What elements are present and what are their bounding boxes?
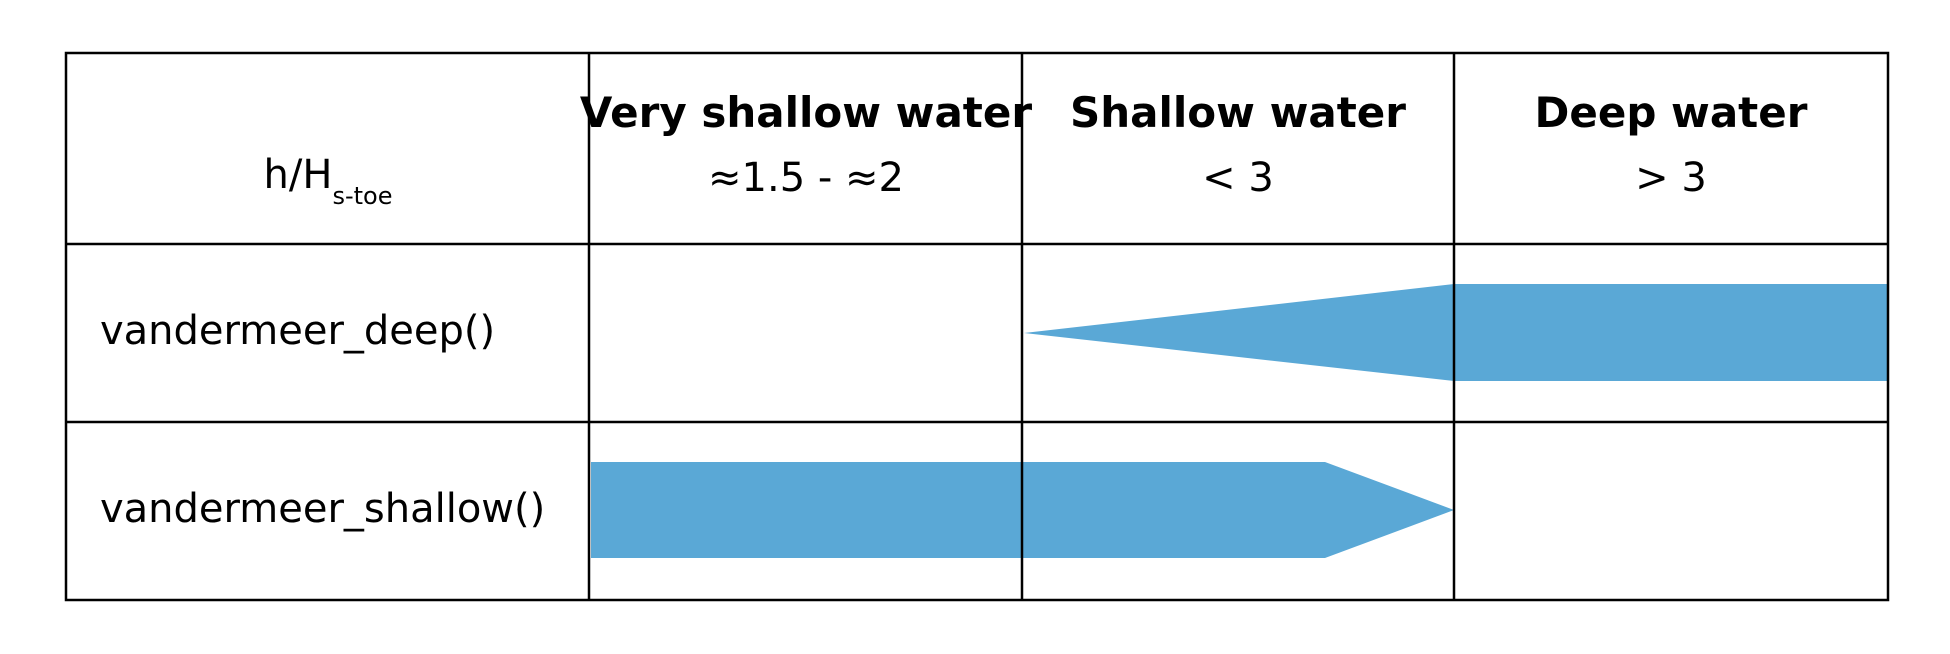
- column-title-deep: Deep water: [1534, 88, 1808, 137]
- applicability-band-vandermeer-deep: [1024, 284, 1888, 381]
- table-border: [64, 51, 1890, 602]
- parameter-subscript: s-toe: [332, 182, 393, 210]
- column-title-shallow: Shallow water: [1070, 88, 1406, 137]
- row-label-vandermeer-shallow: vandermeer_shallow(): [100, 486, 546, 532]
- column-title-very-shallow: Very shallow water: [579, 88, 1033, 137]
- column-range-shallow: < 3: [1202, 155, 1274, 201]
- column-range-very-shallow: ≈1.5 - ≈2: [708, 155, 904, 201]
- parameter-header: h/Hs-toe: [264, 152, 393, 210]
- column-range-deep: > 3: [1635, 155, 1707, 201]
- parameter-label: h/H: [263, 152, 333, 198]
- row-label-vandermeer-deep: vandermeer_deep(): [100, 308, 496, 354]
